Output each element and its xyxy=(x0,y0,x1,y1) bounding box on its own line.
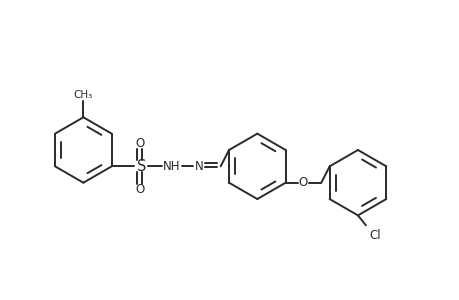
Text: CH₃: CH₃ xyxy=(73,91,93,100)
Text: Cl: Cl xyxy=(369,229,381,242)
Text: O: O xyxy=(298,176,308,189)
Text: O: O xyxy=(135,137,145,150)
Text: N: N xyxy=(194,160,203,173)
Text: NH: NH xyxy=(162,160,179,173)
Text: O: O xyxy=(135,183,145,196)
Text: S: S xyxy=(136,159,146,174)
